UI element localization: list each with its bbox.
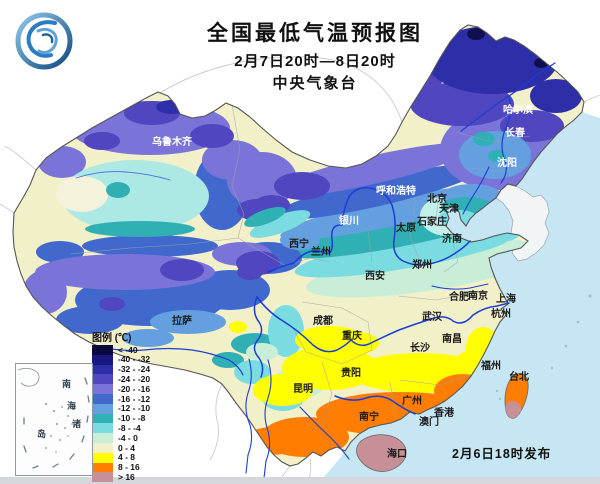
issuing-agency: 中央气象台 xyxy=(272,75,358,92)
offshore-islands xyxy=(495,294,592,401)
legend-label: -40 - -32 xyxy=(118,354,151,365)
city-label: 长春 xyxy=(505,128,525,139)
legend-item: -24 - -20 xyxy=(92,374,151,385)
legend-label: -20 - -16 xyxy=(118,383,151,394)
legend-item: 0 - 4 xyxy=(92,442,150,453)
city-label: 武汉 xyxy=(422,312,442,323)
legend-swatch xyxy=(92,452,113,463)
city-label: 合肥 xyxy=(449,292,469,303)
city-label: 上海 xyxy=(496,294,516,305)
city-label: 成都 xyxy=(313,316,333,327)
legend-item: 8 - 16 xyxy=(92,462,150,473)
legend-title: 图例 (℃) xyxy=(92,333,132,344)
legend-label: 4 - 8 xyxy=(118,452,136,463)
legend-label: 0 - 4 xyxy=(118,442,136,453)
city-label: 兰州 xyxy=(311,247,331,258)
inset-islands xyxy=(17,367,90,469)
city-label: 西安 xyxy=(365,271,385,282)
legend-label: < -40 xyxy=(118,344,138,355)
legend-label: -16 - -12 xyxy=(118,393,151,404)
legend-label: -24 - -20 xyxy=(118,374,151,385)
legend-swatch xyxy=(92,423,113,434)
inset-char: 南 xyxy=(62,379,72,389)
city-label: 台北 xyxy=(509,372,529,383)
legend-item: -40 - -32 xyxy=(92,354,151,365)
legend: 图例 (℃) < -40 -40 - -32 -32 - -24 -24 - -20-… xyxy=(92,329,151,483)
legend-item: -20 - -16 xyxy=(92,384,150,394)
legend-item: > 16 xyxy=(92,472,150,483)
legend-item: -10 - -8 xyxy=(92,413,150,424)
legend-item: 4 - 8 xyxy=(92,452,150,463)
city-label: 香港 xyxy=(434,408,454,419)
legend-label: -4 - 0 xyxy=(118,432,138,443)
city-label: 太原 xyxy=(396,223,416,234)
legend-swatch xyxy=(92,472,113,483)
legend-swatch xyxy=(92,433,113,443)
south-china-sea-inset: 南海诸岛 xyxy=(15,363,93,476)
rivers xyxy=(75,62,556,479)
city-label: 乌鲁木齐 xyxy=(152,137,192,148)
legend-swatch xyxy=(92,354,113,365)
legend-item: -8 - -4 xyxy=(92,423,150,434)
city-label: 哈尔滨 xyxy=(503,105,533,116)
hainan xyxy=(355,434,407,472)
legend-swatch xyxy=(92,462,113,473)
legend-label: -32 - -24 xyxy=(118,364,151,375)
city-label: 昆明 xyxy=(293,384,313,395)
legend-swatch xyxy=(92,384,113,394)
city-label: 贵阳 xyxy=(341,368,361,379)
bottom-strip xyxy=(0,477,600,484)
city-label: 海口 xyxy=(387,449,407,460)
city-label: 澳门 xyxy=(419,417,439,428)
korea-peninsula xyxy=(495,183,550,262)
legend-item: -12 - -10 xyxy=(92,403,151,414)
legend-swatch xyxy=(92,442,113,453)
legend-item: -32 - -24 xyxy=(92,364,151,375)
city-label: 沈阳 xyxy=(497,158,517,169)
legend-label: > 16 xyxy=(118,472,135,482)
map-title: 全国最低气温预报图 xyxy=(207,22,423,45)
city-label: 福州 xyxy=(481,361,501,372)
city-label: 杭州 xyxy=(491,309,511,320)
legend-swatch xyxy=(92,403,113,414)
legend-item: -16 - -12 xyxy=(92,393,151,404)
legend-swatch xyxy=(92,374,113,385)
city-label: 南昌 xyxy=(442,334,462,345)
issue-date: 2月6日18时发布 xyxy=(452,447,552,461)
legend-label: -10 - -8 xyxy=(118,413,146,424)
legend-rows: < -40 -40 - -32 -32 - -24 -24 - -20 -20 - -1… xyxy=(92,345,151,483)
city-label: 南宁 xyxy=(359,412,379,423)
legend-item: -4 - 0 xyxy=(92,433,150,443)
forecast-period: 2月7日20时—8日20时 xyxy=(234,53,396,70)
legend-swatch xyxy=(92,364,113,375)
inset-char: 诸 xyxy=(72,419,82,429)
city-label: 长沙 xyxy=(410,343,430,354)
city-label: 西宁 xyxy=(289,239,309,250)
city-label: 拉萨 xyxy=(172,316,192,327)
legend-label: -12 - -10 xyxy=(118,403,151,414)
city-label: 北京 xyxy=(427,194,447,205)
china-border xyxy=(12,24,585,467)
city-label: 石家庄 xyxy=(417,217,447,228)
city-label: 呼和浩特 xyxy=(376,186,416,197)
foreign-borders xyxy=(0,56,600,484)
city-label: 郑州 xyxy=(412,260,432,271)
city-label: 天津 xyxy=(439,204,459,215)
legend-swatch xyxy=(92,413,113,424)
city-label: 广州 xyxy=(402,396,422,407)
city-label: 重庆 xyxy=(342,331,362,342)
legend-swatch xyxy=(92,345,113,355)
legend-label: 8 - 16 xyxy=(118,462,140,473)
city-label: 济南 xyxy=(442,234,462,245)
legend-swatch xyxy=(92,393,113,404)
city-label: 南京 xyxy=(468,291,488,302)
inset-char: 岛 xyxy=(37,429,47,439)
city-label: 银川 xyxy=(339,216,359,227)
inset-char: 海 xyxy=(67,401,77,411)
legend-item: < -40 xyxy=(92,345,150,355)
legend-label: -8 - -4 xyxy=(118,423,141,434)
cma-logo xyxy=(15,12,73,70)
